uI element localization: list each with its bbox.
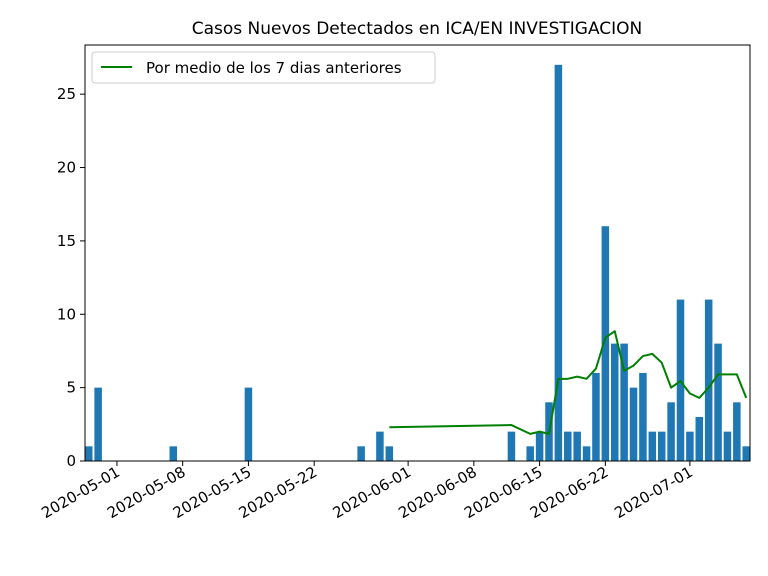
y-tick-label: 5 — [66, 379, 76, 397]
bar — [714, 343, 722, 461]
bar — [582, 446, 591, 461]
bar — [704, 299, 713, 461]
y-tick-label: 0 — [66, 452, 76, 470]
bar — [535, 431, 544, 461]
bar — [526, 446, 534, 461]
bar — [723, 431, 732, 461]
legend-label: Por medio de los 7 dias anteriores — [146, 59, 402, 77]
y-tick-label: 10 — [57, 305, 76, 323]
bar — [94, 387, 102, 461]
x-tick-label: 2020-07-01 — [611, 463, 696, 522]
legend-box — [91, 51, 436, 84]
bar — [667, 402, 675, 461]
bar — [657, 431, 666, 461]
bar — [573, 431, 581, 461]
y-tick-label: 20 — [57, 159, 76, 177]
bar — [610, 343, 619, 461]
bar — [601, 226, 610, 461]
legend: Por medio de los 7 dias anteriores — [91, 51, 436, 84]
bar — [554, 64, 563, 461]
bar — [85, 446, 93, 461]
bar — [592, 372, 600, 461]
bar — [169, 446, 178, 461]
bar — [695, 416, 704, 461]
bar — [629, 387, 638, 461]
y-axis: 0 5 10 15 20 25 — [57, 85, 85, 470]
series-line — [389, 330, 748, 435]
bar — [357, 446, 365, 461]
bar — [733, 402, 741, 461]
bar — [639, 372, 647, 461]
bar — [742, 446, 750, 461]
bar — [244, 387, 253, 461]
y-tick-label: 15 — [57, 232, 76, 250]
plot-frame — [84, 44, 751, 462]
bar — [507, 431, 516, 461]
bar — [648, 431, 657, 461]
bar — [620, 343, 628, 461]
x-axis: 2020-05-012020-05-082020-05-152020-05-22… — [38, 461, 696, 522]
bar — [385, 446, 394, 461]
bar — [564, 431, 572, 461]
y-tick-label: 25 — [57, 85, 76, 103]
bars-layer — [85, 64, 750, 461]
line-layer — [389, 330, 748, 435]
bar — [376, 431, 384, 461]
chart-title: Casos Nuevos Detectados en ICA/EN INVEST… — [192, 19, 643, 39]
bar — [686, 431, 694, 461]
